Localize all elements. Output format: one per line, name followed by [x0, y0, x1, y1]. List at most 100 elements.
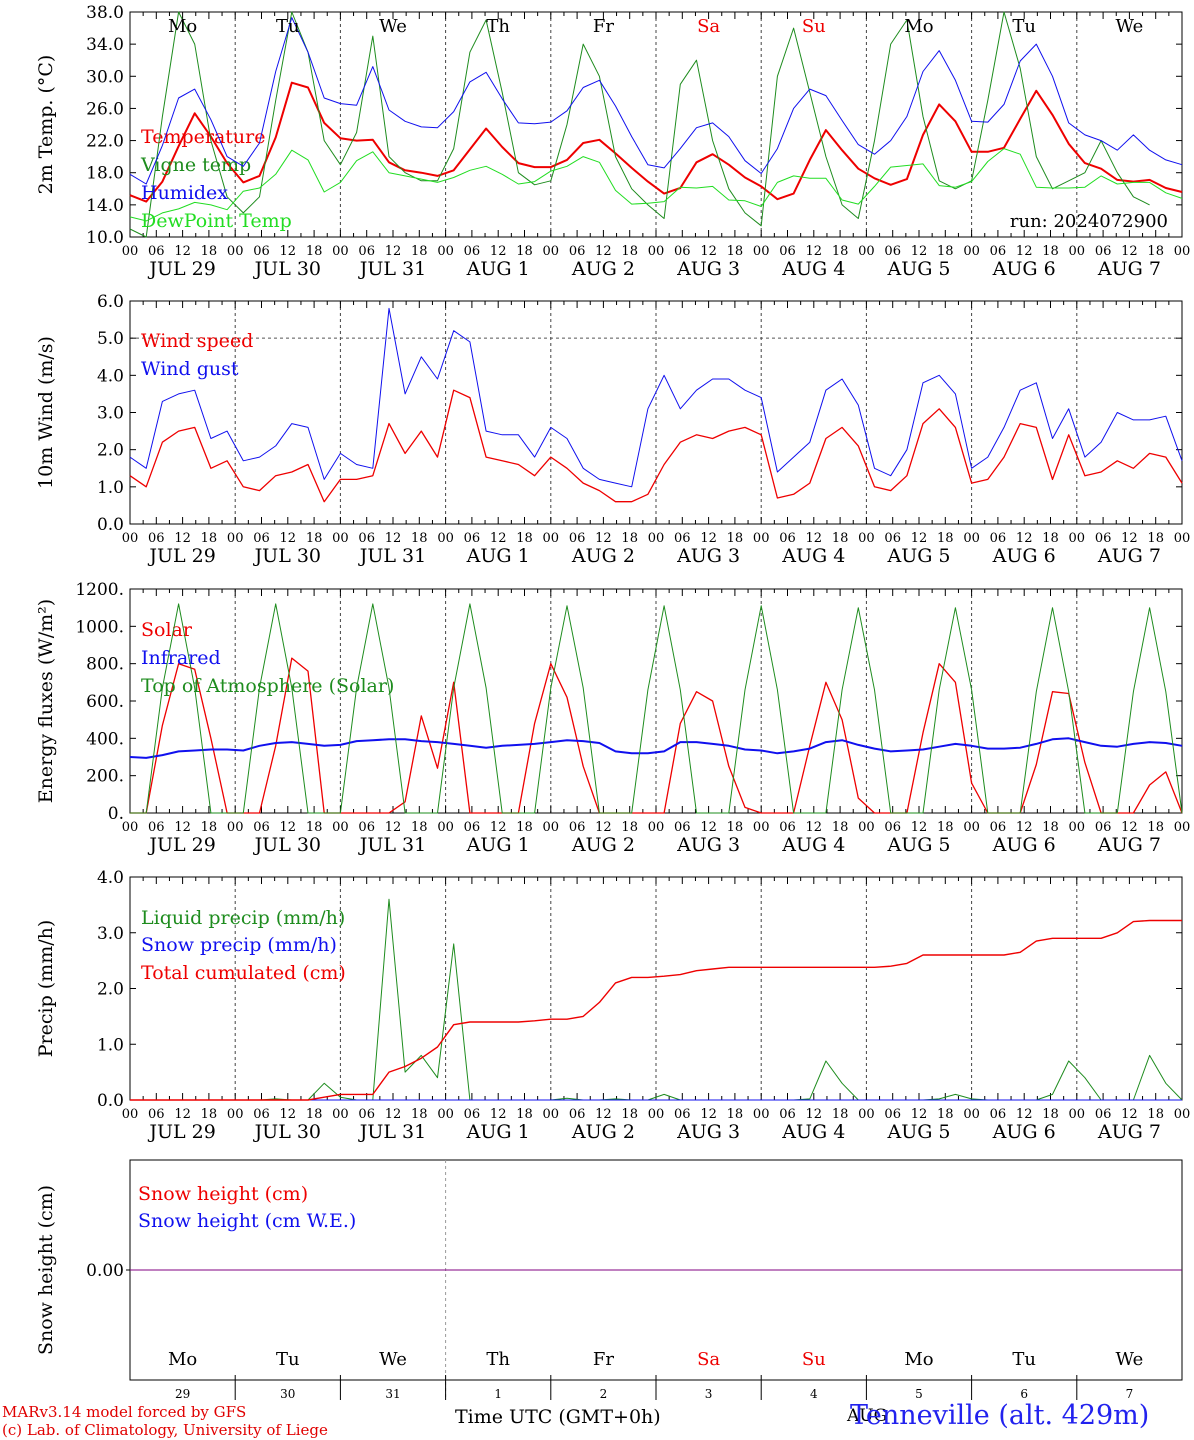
- y-tick-label: 4.0: [97, 868, 124, 888]
- weekday-label: We: [379, 16, 407, 37]
- date-label: AUG 7: [1097, 834, 1161, 856]
- legend-entry: Liquid precip (mm/h): [141, 907, 345, 929]
- hour-label: 06: [884, 820, 901, 835]
- hour-label: 12: [385, 531, 402, 546]
- legend-entry: Snow height (cm W.E.): [138, 1210, 356, 1232]
- legend-entry: Snow precip (mm/h): [141, 934, 337, 956]
- series-line: [130, 919, 1182, 1101]
- hour-label: 18: [937, 244, 954, 259]
- plot-frame: [129, 300, 1183, 525]
- date-label: JUL 30: [253, 258, 321, 280]
- hour-label: 18: [1042, 531, 1059, 546]
- date-label: AUG 5: [886, 834, 950, 856]
- hour-label: 06: [569, 531, 586, 546]
- weekday-label: Mo: [904, 16, 933, 37]
- hour-label: 12: [595, 820, 612, 835]
- y-tick-label: 26.0: [86, 99, 124, 119]
- hour-label: 12: [1016, 244, 1033, 259]
- hour-label: 00: [963, 820, 980, 835]
- hour-label: 12: [1121, 244, 1138, 259]
- y-axis-title: 10m Wind (m/s): [35, 336, 57, 489]
- y-tick-label: 0.00: [86, 1261, 124, 1281]
- hour-label: 18: [201, 820, 218, 835]
- hour-label: 18: [516, 244, 533, 259]
- hour-label: 18: [621, 531, 638, 546]
- series-line: [129, 148, 1183, 222]
- date-label: AUG 2: [571, 834, 635, 856]
- hour-label: 06: [884, 1107, 901, 1122]
- date-label: AUG 4: [781, 258, 845, 280]
- hour-label: 18: [306, 244, 323, 259]
- hour-label: 18: [937, 1107, 954, 1122]
- hour-label: 06: [1095, 820, 1112, 835]
- hour-label: 06: [1095, 531, 1112, 546]
- day-number-label: 6: [1020, 1387, 1028, 1401]
- legend-entry: Infrared: [141, 647, 221, 669]
- hour-label: 18: [201, 244, 218, 259]
- hour-label: 12: [806, 244, 823, 259]
- weekday-label: Su: [802, 16, 826, 37]
- hour-label: 06: [253, 244, 270, 259]
- hour-label: 12: [1016, 531, 1033, 546]
- y-tick-label: 2.0: [97, 980, 124, 1000]
- hour-label: 06: [1095, 1107, 1112, 1122]
- date-label: AUG 2: [571, 545, 635, 567]
- legend-entry: Wind speed: [141, 330, 253, 352]
- weekday-label: We: [1116, 16, 1144, 37]
- hour-label: 18: [727, 820, 744, 835]
- hour-label: 18: [1147, 820, 1164, 835]
- hour-label: 00: [227, 244, 244, 259]
- hour-label: 12: [806, 1107, 823, 1122]
- hour-label: 12: [700, 244, 717, 259]
- hour-label: 06: [674, 820, 691, 835]
- y-tick-label: 22.0: [86, 132, 124, 152]
- y-tick-label: 800.: [86, 655, 124, 675]
- hour-label: 12: [490, 531, 507, 546]
- hour-label: 18: [621, 820, 638, 835]
- weekday-label: Th: [486, 1349, 510, 1370]
- legend-entry: Top of Atmosphere (Solar): [141, 675, 394, 697]
- legend-entry: Temperature: [141, 126, 265, 148]
- hour-label: 06: [148, 244, 165, 259]
- date-label: AUG 3: [676, 258, 740, 280]
- hour-label: 12: [174, 244, 191, 259]
- hour-label: 06: [884, 244, 901, 259]
- hour-label: 06: [148, 531, 165, 546]
- hour-label: 18: [306, 820, 323, 835]
- y-axis-title: Snow height (cm): [35, 1185, 57, 1355]
- date-label: AUG 6: [992, 258, 1056, 280]
- footer-copyright-line: (c) Lab. of Climatology, University of L…: [2, 1421, 328, 1439]
- hour-label: 00: [437, 531, 454, 546]
- series-line: [129, 389, 1183, 503]
- month-label: AUG: [847, 1406, 888, 1426]
- hour-label: 06: [674, 244, 691, 259]
- y-tick-label: 30.0: [86, 67, 124, 87]
- weekday-label: Fr: [593, 16, 614, 37]
- hour-label: 12: [385, 1107, 402, 1122]
- hour-label: 12: [1121, 820, 1138, 835]
- day-number-label: 29: [175, 1387, 190, 1401]
- hour-label: 00: [1069, 820, 1086, 835]
- date-label: AUG 7: [1097, 258, 1161, 280]
- day-number-label: 4: [810, 1387, 818, 1401]
- hour-label: 00: [858, 244, 875, 259]
- hour-label: 18: [621, 1107, 638, 1122]
- hour-label: 00: [437, 244, 454, 259]
- hour-label: 00: [648, 531, 665, 546]
- hour-label: 06: [358, 531, 375, 546]
- date-label: JUL 30: [253, 1121, 321, 1143]
- date-label: JUL 29: [147, 834, 215, 856]
- date-label: AUG 5: [886, 1121, 950, 1143]
- y-tick-label: 14.0: [86, 196, 124, 216]
- hour-label: 18: [727, 1107, 744, 1122]
- date-label: AUG 4: [781, 834, 845, 856]
- hour-label: 06: [779, 820, 796, 835]
- date-label: AUG 1: [466, 258, 530, 280]
- hour-label: 06: [569, 820, 586, 835]
- y-tick-label: 6.0: [97, 292, 124, 312]
- run-label: run: 2024072900: [1010, 211, 1168, 232]
- hour-label: 00: [963, 531, 980, 546]
- hour-label: 18: [832, 531, 849, 546]
- hour-label: 00: [858, 531, 875, 546]
